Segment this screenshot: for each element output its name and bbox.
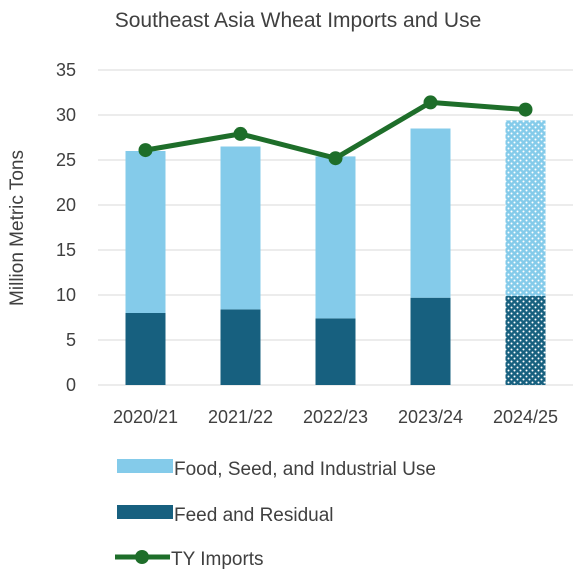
legend-label: Feed and Residual [174, 505, 334, 526]
bar-feed-2021/22 [220, 309, 261, 385]
bar-food-2022/23 [315, 156, 356, 319]
bar-food-2024/25 [505, 120, 546, 296]
legend-swatch [117, 459, 173, 473]
y-axis-ticks: 0 5 10 15 20 25 30 35 [56, 60, 76, 395]
x-axis-ticks: 2020/21 2021/22 2022/23 2023/24 2024/25 [113, 407, 558, 427]
bar-feed-2024/25 [505, 295, 546, 385]
bar-feed-2023/24 [410, 297, 451, 385]
bar-feed-2022/23 [315, 318, 356, 385]
imports-marker-2021/22 [233, 126, 248, 141]
legend-swatch [117, 505, 173, 519]
bar-food-2023/24 [410, 128, 451, 298]
bar-food-2020/21 [125, 151, 166, 313]
imports-marker-2020/21 [138, 143, 153, 158]
y-tick-label: 15 [56, 240, 76, 260]
bar-feed-2020/21 [125, 313, 166, 385]
imports-polyline [145, 99, 526, 161]
y-tick-label: 30 [56, 105, 76, 125]
y-tick-label: 0 [66, 375, 76, 395]
x-tick-label: 2021/22 [208, 407, 273, 427]
imports-line [138, 95, 533, 166]
y-tick-label: 35 [56, 60, 76, 80]
legend: Food, Seed, and Industrial Use Feed and R… [115, 459, 436, 569]
y-tick-label: 20 [56, 195, 76, 215]
legend-label: TY Imports [171, 549, 264, 569]
y-tick-label: 10 [56, 285, 76, 305]
x-tick-label: 2020/21 [113, 407, 178, 427]
bars [125, 120, 546, 385]
x-tick-label: 2023/24 [398, 407, 463, 427]
imports-marker-2022/23 [328, 151, 343, 166]
legend-swatch-marker [135, 550, 149, 564]
chart-title: Southeast Asia Wheat Imports and Use [115, 9, 482, 32]
bar-food-2021/22 [220, 146, 261, 310]
legend-label: Food, Seed, and Industrial Use [174, 459, 436, 480]
x-tick-label: 2024/25 [493, 407, 558, 427]
imports-marker-2023/24 [423, 95, 438, 110]
y-tick-label: 5 [66, 330, 76, 350]
y-axis-title: Million Metric Tons [7, 150, 28, 306]
imports-marker-2024/25 [518, 102, 533, 117]
y-tick-label: 25 [56, 150, 76, 170]
x-tick-label: 2022/23 [303, 407, 368, 427]
